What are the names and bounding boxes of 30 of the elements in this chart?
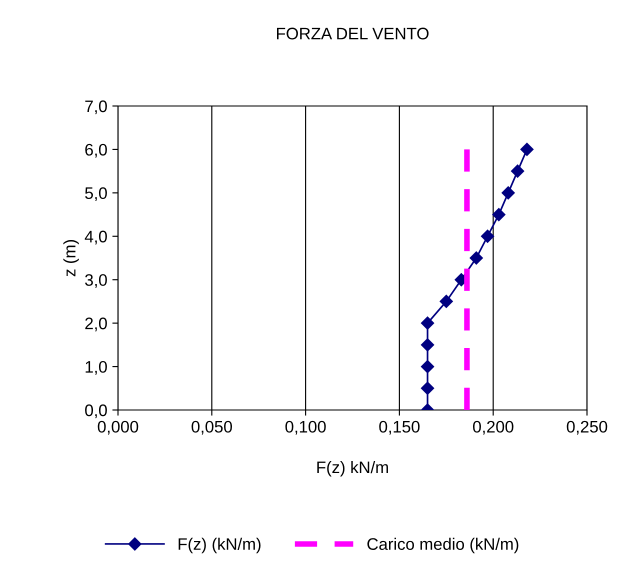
y-tick-label: 5,0 [85, 187, 107, 202]
point [470, 251, 483, 265]
x-axis-title: F(z) kN/m [317, 460, 388, 476]
x-tick-label: 0,250 [566, 420, 608, 435]
point [492, 208, 506, 222]
point [502, 186, 515, 200]
point [511, 164, 524, 178]
x-tick-label: 0,000 [98, 420, 138, 435]
point [420, 382, 434, 395]
x-tick-label: 0,150 [379, 420, 420, 435]
y-tick-label: 6,0 [85, 144, 107, 158]
point [420, 338, 434, 352]
y-tick-label: 4,0 [84, 230, 107, 244]
point [420, 360, 434, 374]
x-tick-label: 0,050 [192, 420, 232, 435]
y-tick-label: 2,0 [85, 318, 107, 332]
x-tick-label: 0,100 [285, 420, 326, 435]
legend-label: F(z) (kN/m) [178, 538, 261, 554]
y-axis-title: z (m) [63, 240, 79, 276]
y-tick-label: 3,0 [85, 274, 107, 288]
point [480, 230, 494, 243]
point [440, 294, 453, 308]
x-tick-label: 0,200 [473, 420, 514, 435]
legend-label: Carico medio (kN/m) [367, 538, 518, 554]
chart-title: FORZA DEL VENTO [276, 28, 429, 40]
y-tick-label: 0,0 [85, 404, 107, 418]
point [520, 142, 534, 156]
point [420, 316, 434, 330]
y-tick-label: 1,0 [86, 360, 107, 375]
y-tick-label: 7,0 [85, 100, 107, 114]
